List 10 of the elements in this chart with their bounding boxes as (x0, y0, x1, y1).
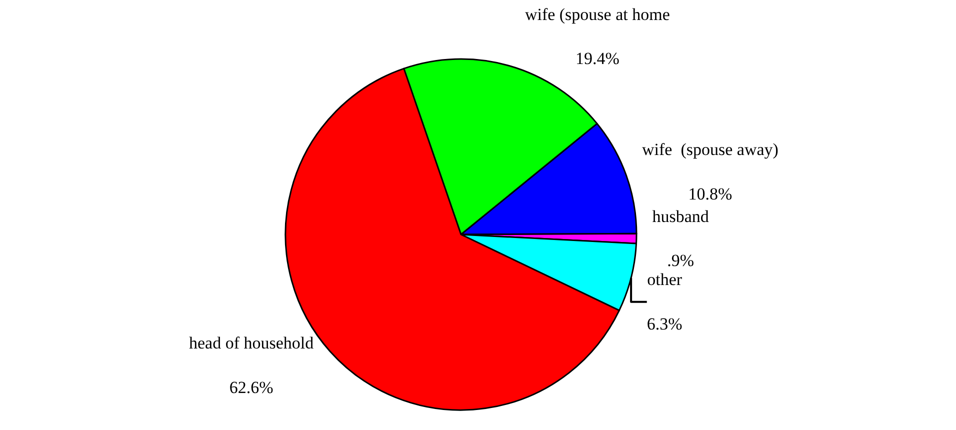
slice-label: other (647, 270, 682, 290)
data-label: 6.3% (646, 314, 682, 334)
data-label: 10.8% (688, 184, 732, 204)
data-label: .9% (667, 251, 694, 270)
slice-label: husband (652, 207, 710, 226)
slice-label: wife (spouse at home (524, 4, 670, 24)
data-label: 62.6% (229, 378, 274, 397)
slice-label: wife (spouse away) (642, 140, 778, 160)
data-label: 19.4% (575, 49, 620, 68)
slice-label: head of household (188, 334, 314, 353)
